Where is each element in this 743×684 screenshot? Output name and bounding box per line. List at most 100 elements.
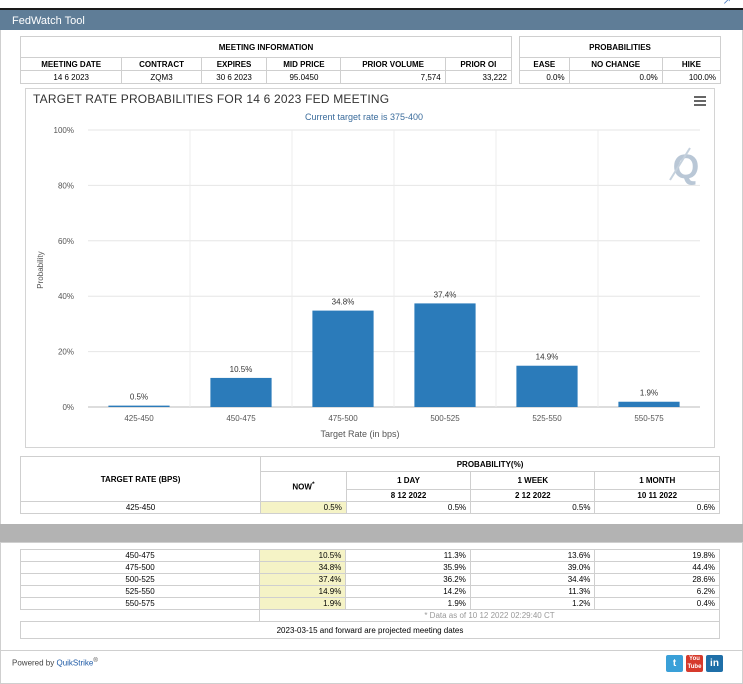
contract-value: ZQM3 xyxy=(121,70,202,84)
table-row: 475-500 34.8% 35.9% 39.0% 44.4% xyxy=(20,561,720,574)
x-tick-label: 550-575 xyxy=(634,414,664,423)
week-cell: 0.5% xyxy=(470,501,596,514)
twitter-icon[interactable]: t xyxy=(666,655,683,672)
col-1-week-date: 2 12 2022 xyxy=(470,489,596,502)
rate-cell: 425-450 xyxy=(19,501,262,514)
hike-value: 100.0% xyxy=(661,70,722,84)
probabilities-table: PROBABILITIES EASE NO CHANGE HIKE 0.0% 0… xyxy=(519,36,722,84)
target-rate-table-continued: 450-475 10.5% 11.3% 13.6% 19.8% 475-500 34.8% 3… xyxy=(20,549,721,639)
day-cell: 11.3% xyxy=(345,549,471,562)
meeting-info-table: MEETING INFORMATION MEETING DATE CONTRAC… xyxy=(19,36,513,84)
chart-subtitle: Current target rate is 375-400 xyxy=(305,112,424,122)
col-1-month-date: 10 11 2022 xyxy=(594,489,720,502)
month-cell: 19.8% xyxy=(594,549,720,562)
col-1-day: 1 DAY xyxy=(345,471,472,490)
bar-data-label: 1.9% xyxy=(640,389,658,398)
bar-500-525[interactable] xyxy=(414,303,476,407)
y-tick-label: 40% xyxy=(58,292,74,301)
now-cell: 0.5% xyxy=(260,501,347,514)
footer-divider xyxy=(0,650,743,651)
ease-value: 0.0% xyxy=(519,70,570,84)
bar-data-label: 0.5% xyxy=(130,393,148,402)
x-tick-label: 525-550 xyxy=(532,414,562,423)
col-1-month: 1 MONTH xyxy=(594,471,720,490)
x-axis-label: Target Rate (in bps) xyxy=(320,429,399,439)
bar-450-475[interactable] xyxy=(210,377,272,407)
bar-data-label: 10.5% xyxy=(230,365,253,374)
quikstrike-logo-icon: Q xyxy=(669,147,699,186)
bar-data-label: 34.8% xyxy=(332,298,355,307)
y-tick-label: 100% xyxy=(54,126,74,135)
col-1-week: 1 WEEK xyxy=(470,471,596,490)
col-hike: HIKE xyxy=(661,57,722,71)
col-prior-oi: PRIOR OI xyxy=(444,57,513,71)
rate-cell: 525-550 xyxy=(20,585,260,598)
day-cell: 35.9% xyxy=(345,561,471,574)
chart-menu-icon[interactable] xyxy=(694,96,706,106)
table-row: 500-525 37.4% 36.2% 34.4% 28.6% xyxy=(20,573,720,586)
month-cell: 28.6% xyxy=(594,573,720,586)
week-cell: 39.0% xyxy=(469,561,596,574)
prior-oi-value: 33,222 xyxy=(444,70,513,84)
rate-cell: 450-475 xyxy=(20,549,260,562)
app-titlebar: FedWatch Tool xyxy=(0,8,743,30)
linkedin-icon[interactable]: in xyxy=(706,655,723,672)
bar-525-550[interactable] xyxy=(516,365,578,407)
bar-data-label: 37.4% xyxy=(434,290,457,299)
bar-475-500[interactable] xyxy=(312,310,374,407)
now-cell: 34.8% xyxy=(258,561,347,574)
x-tick-label: 425-450 xyxy=(124,414,154,423)
y-tick-label: 0% xyxy=(62,403,74,412)
week-cell: 1.2% xyxy=(469,597,596,610)
bar-550-575[interactable] xyxy=(618,401,680,407)
target-rate-table: TARGET RATE (BPS) PROBABILITY(%) NOW* 1 … xyxy=(19,456,720,514)
col-ease: EASE xyxy=(519,57,570,71)
top-strip: ↗ xyxy=(0,0,743,8)
y-tick-label: 80% xyxy=(58,181,74,190)
expires-value: 30 6 2023 xyxy=(200,70,268,84)
corner-arrow-icon: ↗ xyxy=(722,0,731,7)
y-tick-label: 20% xyxy=(58,348,74,357)
quikstrike-link[interactable]: QuikStrike xyxy=(56,658,94,668)
day-cell: 0.5% xyxy=(345,501,472,514)
col-mid-price: MID PRICE xyxy=(266,57,342,71)
col-expires: EXPIRES xyxy=(200,57,268,71)
now-cell: 10.5% xyxy=(258,549,347,562)
now-cell: 1.9% xyxy=(258,597,347,610)
page-separator xyxy=(0,524,743,542)
chart-title: TARGET RATE PROBABILITIES FOR 14 6 2023 … xyxy=(33,92,390,106)
table-row: 425-450 0.5% 0.5% 0.5% 0.6% xyxy=(19,501,720,514)
now-cell: 14.9% xyxy=(258,585,347,598)
data-as-of-note: * Data as of 10 12 2022 02:29:40 CT xyxy=(258,609,721,622)
col-1-day-date: 8 12 2022 xyxy=(345,489,472,502)
x-tick-label: 450-475 xyxy=(226,414,256,423)
day-cell: 36.2% xyxy=(345,573,471,586)
x-tick-label: 475-500 xyxy=(328,414,358,423)
table-row: 525-550 14.9% 14.2% 11.3% 6.2% xyxy=(20,585,720,598)
bar-data-label: 14.9% xyxy=(536,353,559,362)
day-cell: 14.2% xyxy=(345,585,471,598)
month-cell: 6.2% xyxy=(594,585,720,598)
month-cell: 0.4% xyxy=(594,597,720,610)
target-rate-header: TARGET RATE (BPS) xyxy=(19,456,262,502)
rate-cell: 475-500 xyxy=(20,561,260,574)
month-cell: 44.4% xyxy=(594,561,720,574)
table-row: 450-475 10.5% 11.3% 13.6% 19.8% xyxy=(20,549,720,562)
week-cell: 34.4% xyxy=(469,573,596,586)
rate-cell: 550-575 xyxy=(20,597,260,610)
now-cell: 37.4% xyxy=(258,573,347,586)
col-now: NOW* xyxy=(260,471,347,502)
week-cell: 13.6% xyxy=(469,549,596,562)
table-row: 550-575 1.9% 1.9% 1.2% 0.4% xyxy=(20,597,720,610)
week-cell: 11.3% xyxy=(469,585,596,598)
rate-cell: 500-525 xyxy=(20,573,260,586)
day-cell: 1.9% xyxy=(345,597,471,610)
youtube-icon[interactable]: You Tube xyxy=(686,655,703,672)
x-tick-label: 500-525 xyxy=(430,414,460,423)
y-tick-label: 60% xyxy=(58,237,74,246)
month-cell: 0.6% xyxy=(594,501,720,514)
meeting-info-header: MEETING INFORMATION xyxy=(20,36,512,58)
powered-by: Powered by QuikStrike® xyxy=(12,658,98,668)
probabilities-header: PROBABILITIES xyxy=(519,36,721,58)
bar-425-450[interactable] xyxy=(108,405,170,407)
